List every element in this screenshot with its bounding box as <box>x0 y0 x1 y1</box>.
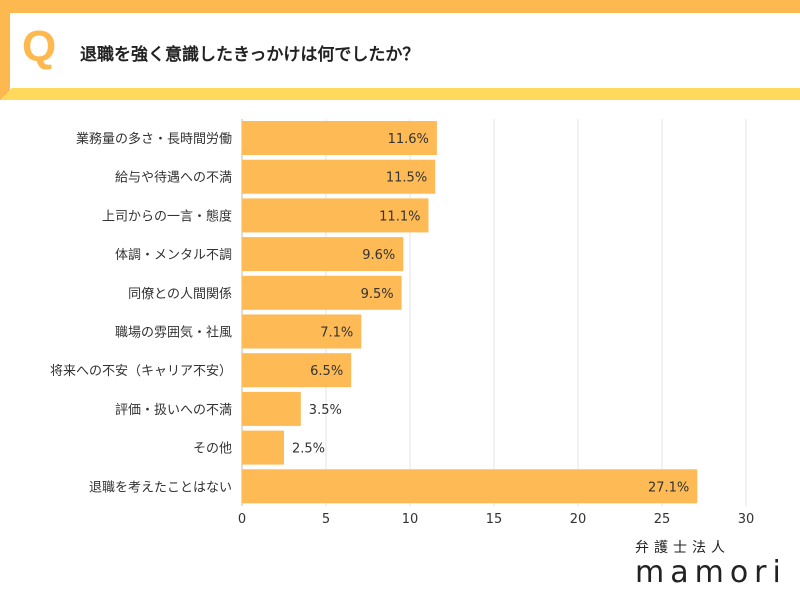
x-tick-label: 0 <box>238 512 246 527</box>
bar-chart: 0 5 10 15 20 25 30 業務量の多さ・長時間労働 11.6% 給与や待遇への不満 11… <box>50 119 755 527</box>
category-label: 評価・扱いへの不満 <box>115 403 232 418</box>
data-label: 3.5% <box>309 403 342 418</box>
x-tick-label: 30 <box>738 512 755 527</box>
data-label: 11.5% <box>386 171 427 186</box>
bar <box>242 391 301 426</box>
x-tick-label: 25 <box>654 512 671 527</box>
data-label: 11.6% <box>388 132 429 147</box>
x-tick-label: 10 <box>402 512 419 527</box>
bar <box>242 121 437 155</box>
bar <box>242 159 436 194</box>
category-label: 体調・メンタル不調 <box>115 248 232 263</box>
data-label: 2.5% <box>292 442 325 457</box>
data-label: 9.5% <box>361 287 394 302</box>
header-band-top <box>0 0 800 13</box>
category-label: 業務量の多さ・長時間労働 <box>76 131 232 147</box>
category-label: 退職を考えたことはない <box>89 480 232 495</box>
data-label: 9.6% <box>362 248 395 263</box>
data-label: 6.5% <box>310 364 343 379</box>
mamori-logo: 弁護士法人 mamori <box>635 537 787 589</box>
header-band-left <box>0 0 10 100</box>
data-label: 7.1% <box>320 326 353 341</box>
x-tick-label: 20 <box>570 512 587 527</box>
bar <box>242 314 362 349</box>
q-mark: Q <box>22 22 57 71</box>
bar <box>242 469 698 504</box>
bar <box>242 353 352 388</box>
bar <box>242 198 429 233</box>
category-label: 上司からの一言・態度 <box>102 208 232 224</box>
data-label: 27.1% <box>648 480 689 495</box>
data-label: 11.1% <box>379 209 420 224</box>
category-label: 給与や待遇への不満 <box>115 171 232 186</box>
category-label: 同僚との人間関係 <box>128 287 232 302</box>
bar <box>242 237 404 272</box>
bar <box>242 430 284 465</box>
logo-line2: mamori <box>635 555 787 590</box>
category-label: 職場の雰囲気・社風 <box>115 325 232 341</box>
logo-line1: 弁護士法人 <box>635 540 730 556</box>
category-label: その他 <box>193 442 232 457</box>
category-label: 将来への不安（キャリア不安） <box>50 364 232 379</box>
question-title: 退職を強く意識したきっかけは何でしたか？ <box>80 45 420 65</box>
bar <box>242 275 402 310</box>
x-tick-label: 15 <box>486 512 503 527</box>
header-band-bottom <box>0 88 800 100</box>
x-tick-label: 5 <box>322 512 330 527</box>
